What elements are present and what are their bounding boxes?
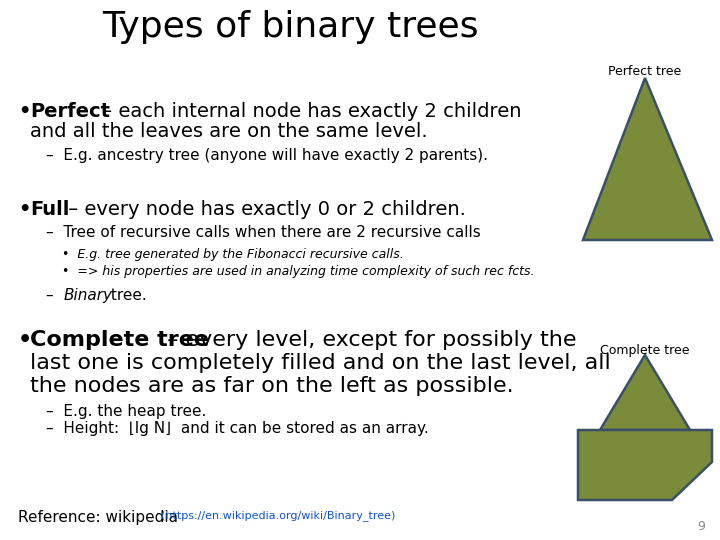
Text: •: • (18, 200, 30, 219)
Polygon shape (578, 430, 712, 500)
Text: –  E.g. the heap tree.: – E.g. the heap tree. (46, 404, 207, 419)
Text: tree.: tree. (106, 288, 147, 303)
Text: and all the leaves are on the same level.: and all the leaves are on the same level… (30, 122, 428, 141)
Text: – every level, except for possibly the: – every level, except for possibly the (160, 330, 577, 350)
Text: Reference: wikipedia: Reference: wikipedia (18, 510, 183, 525)
Text: Binary: Binary (64, 288, 113, 303)
Polygon shape (583, 78, 712, 240)
Text: Complete tree: Complete tree (600, 344, 690, 357)
Text: –: – (46, 288, 63, 303)
Text: (https://en.wikipedia.org/wiki/Binary_tree): (https://en.wikipedia.org/wiki/Binary_tr… (161, 510, 395, 521)
Text: – every node has exactly 0 or 2 children.: – every node has exactly 0 or 2 children… (62, 200, 466, 219)
Text: Types of binary trees: Types of binary trees (102, 10, 478, 44)
Polygon shape (600, 355, 690, 430)
Text: Complete tree: Complete tree (30, 330, 209, 350)
Text: •  => his properties are used in analyzing time complexity of such rec fcts.: • => his properties are used in analyzin… (62, 265, 534, 278)
Text: Full: Full (30, 200, 69, 219)
Text: •: • (18, 330, 32, 350)
Text: Perfect tree: Perfect tree (608, 65, 682, 78)
Text: 9: 9 (697, 520, 705, 533)
Text: the nodes are as far on the left as possible.: the nodes are as far on the left as poss… (30, 376, 513, 396)
Text: Perfect: Perfect (30, 102, 110, 121)
Text: •: • (18, 102, 30, 121)
Text: – each internal node has exactly 2 children: – each internal node has exactly 2 child… (96, 102, 521, 121)
Text: last one is completely filled and on the last level, all: last one is completely filled and on the… (30, 353, 611, 373)
Text: –  Tree of recursive calls when there are 2 recursive calls: – Tree of recursive calls when there are… (46, 225, 481, 240)
Text: –  E.g. ancestry tree (anyone will have exactly 2 parents).: – E.g. ancestry tree (anyone will have e… (46, 148, 488, 163)
Text: •  E.g. tree generated by the Fibonacci recursive calls.: • E.g. tree generated by the Fibonacci r… (62, 248, 404, 261)
Text: –  Height:  ⌊lg N⌋  and it can be stored as an array.: – Height: ⌊lg N⌋ and it can be stored as… (46, 421, 428, 436)
